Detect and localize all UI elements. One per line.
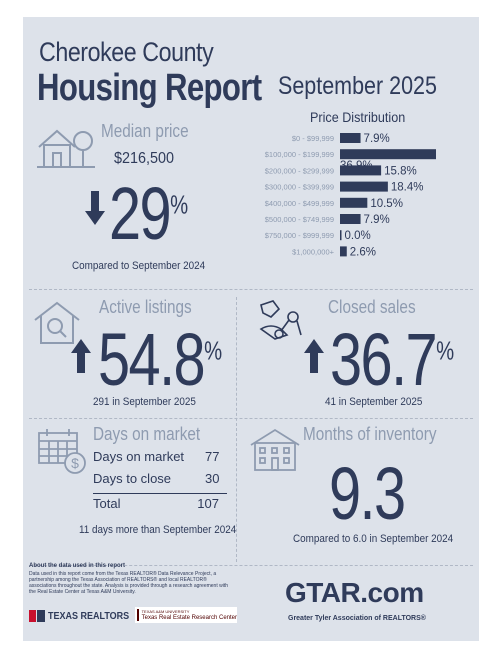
bar: [340, 230, 342, 241]
texas-realtors-logo: TEXAS REALTORS: [29, 609, 138, 623]
bar: [340, 149, 436, 160]
active-listings-change: 54.8%: [98, 318, 222, 401]
house-tree-icon: [37, 129, 95, 168]
category-label: $400,000 - $499,999: [265, 199, 334, 208]
arrow-down-icon: [85, 191, 105, 225]
report-period: September 2025: [278, 72, 437, 100]
data-label: 18.4%: [391, 182, 424, 194]
data-label: 0.0%: [345, 230, 371, 242]
arrow-up-icon: [304, 339, 324, 373]
texas-realtors-text: TEXAS REALTORS: [48, 610, 130, 622]
data-label: 7.9%: [364, 133, 390, 145]
bar: [340, 197, 368, 208]
dom-row-value: 30: [205, 471, 220, 486]
data-label: 7.9%: [364, 214, 390, 226]
report-title: Housing Report: [37, 67, 262, 109]
active-listings-title: Active listings: [99, 297, 192, 317]
data-label: 10.5%: [370, 198, 403, 210]
bar: [340, 181, 388, 192]
bar: [340, 165, 382, 176]
bar: [340, 214, 361, 224]
active-listings-caption: 291 in September 2025: [93, 396, 196, 408]
divider-h2: [29, 418, 473, 419]
tamu-label: TEXAS A&M UNIVERSITY: [141, 609, 190, 614]
closed-sales-change: 36.7%: [330, 318, 454, 401]
data-label: 15.8%: [384, 165, 417, 177]
divider-h1: [29, 289, 473, 290]
median-price-value: $216,500: [114, 150, 175, 167]
county-name: Cherokee County: [39, 37, 214, 67]
dom-total-label: Total: [93, 496, 121, 511]
closed-sales-title: Closed sales: [328, 297, 416, 317]
gtar-tagline: Greater Tyler Association of REALTORS®: [288, 615, 426, 622]
divider-v: [236, 297, 237, 562]
bar: [340, 133, 361, 143]
category-label: $500,000 - $749,999: [265, 215, 334, 224]
median-price-change: 29%: [109, 172, 188, 255]
months-inventory-value: 9.3: [329, 452, 406, 535]
category-label: $100,000 - $199,999: [265, 150, 334, 159]
chart-title: Price Distribution: [310, 109, 406, 125]
category-label: $1,000,000+: [292, 247, 335, 256]
dom-total-value: 107: [197, 496, 219, 511]
about-text: Data used in this report come from the T…: [29, 571, 229, 595]
dom-row-value: 77: [205, 449, 220, 464]
category-label: $750,000 - $999,999: [265, 231, 334, 240]
median-price-title: Median price: [101, 121, 189, 141]
median-price-comparison: Compared to September 2024: [72, 260, 206, 272]
tamu-mark-icon: [137, 609, 139, 621]
texas-realtors-mark-icon: [29, 610, 45, 622]
dom-row-label: Days on market: [93, 449, 185, 464]
research-center-name: Texas Real Estate Research Center: [141, 615, 237, 621]
closed-sales-caption: 41 in September 2025: [325, 396, 423, 408]
days-on-market-caption: 11 days more than September 2024: [79, 524, 237, 536]
divider-h3: [29, 565, 473, 566]
category-label: $300,000 - $399,999: [265, 183, 334, 192]
category-label: $0 - $99,999: [292, 134, 334, 143]
arrow-up-icon: [71, 339, 91, 373]
research-center-logo: TEXAS A&M UNIVERSITY Texas Real Estate R…: [135, 607, 237, 623]
report-page: Cherokee County Housing Report September…: [23, 17, 479, 641]
svg-text:$: $: [71, 455, 79, 471]
days-on-market-title: Days on market: [93, 424, 201, 444]
calendar-dollar-icon: $: [38, 429, 86, 474]
total-rule: [93, 493, 227, 494]
gtar-logo: GTAR.com: [285, 577, 424, 608]
data-label: 2.6%: [350, 246, 376, 258]
months-inventory-title: Months of inventory: [303, 424, 437, 444]
months-inventory-caption: Compared to 6.0 in September 2024: [293, 533, 454, 545]
bar: [340, 246, 347, 257]
building-icon: [250, 428, 300, 471]
category-label: $200,000 - $299,999: [265, 166, 334, 175]
house-search-icon: [34, 301, 80, 344]
about-title: About the data used in this report: [29, 563, 126, 569]
dom-row-label: Days to close: [93, 471, 172, 486]
hand-keys-icon: [259, 300, 302, 340]
